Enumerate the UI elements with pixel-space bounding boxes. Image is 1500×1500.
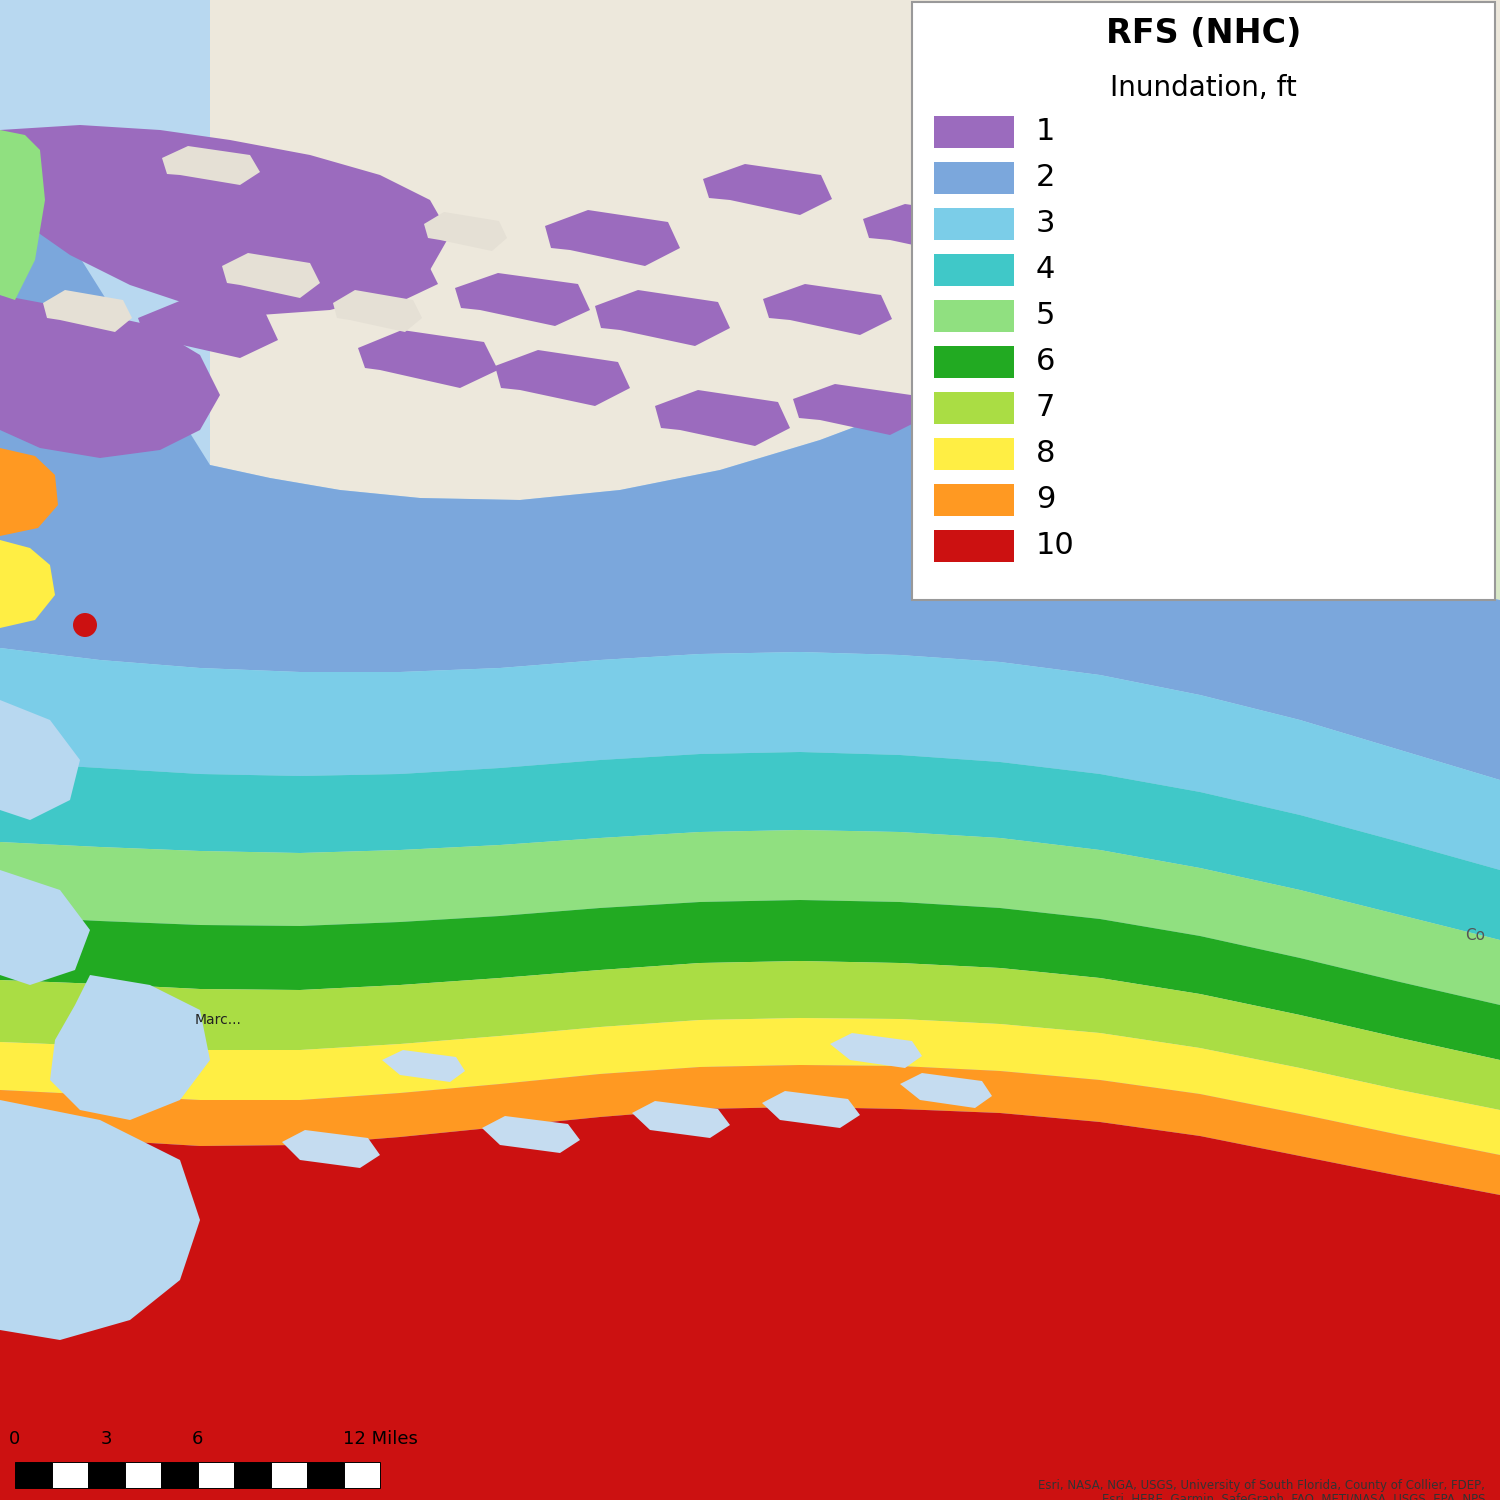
Bar — [934, 392, 1014, 424]
Polygon shape — [358, 330, 498, 388]
Bar — [51, 1462, 88, 1488]
Text: Co: Co — [1466, 927, 1485, 942]
Polygon shape — [704, 164, 833, 214]
Text: 3: 3 — [1036, 210, 1056, 238]
Polygon shape — [0, 124, 450, 315]
Polygon shape — [0, 540, 56, 628]
Bar — [934, 162, 1014, 194]
Bar — [160, 1462, 198, 1488]
Polygon shape — [382, 1050, 465, 1082]
Polygon shape — [0, 648, 1500, 870]
Polygon shape — [0, 1019, 1500, 1155]
Polygon shape — [222, 254, 320, 298]
Polygon shape — [0, 130, 1500, 780]
Polygon shape — [0, 1107, 1500, 1500]
Polygon shape — [862, 204, 992, 255]
Bar — [912, 2, 1496, 600]
Text: Esri, HERE, Garmin, SafeGraph, FAO, METI/NASA, USGS, EPA, NPS: Esri, HERE, Garmin, SafeGraph, FAO, METI… — [1101, 1492, 1485, 1500]
Bar — [308, 1462, 344, 1488]
Text: Esri, NASA, NGA, USGS, University of South Florida, County of Collier, FDEP,: Esri, NASA, NGA, USGS, University of Sou… — [1038, 1479, 1485, 1492]
Polygon shape — [495, 350, 630, 406]
Polygon shape — [544, 210, 680, 266]
Polygon shape — [900, 1072, 992, 1108]
Text: Inundation, ft: Inundation, ft — [1110, 74, 1298, 102]
Polygon shape — [1034, 264, 1162, 315]
Polygon shape — [0, 448, 58, 536]
Polygon shape — [0, 130, 45, 300]
Text: 9: 9 — [1036, 486, 1056, 514]
Polygon shape — [298, 244, 438, 302]
Polygon shape — [75, 354, 210, 407]
Text: 1: 1 — [1036, 117, 1056, 147]
Text: 6: 6 — [192, 1430, 202, 1448]
Bar — [344, 1462, 380, 1488]
Text: 3: 3 — [100, 1430, 112, 1448]
Polygon shape — [596, 290, 730, 346]
Bar — [234, 1462, 270, 1488]
Polygon shape — [0, 962, 1500, 1110]
Polygon shape — [0, 700, 80, 820]
Polygon shape — [1060, 0, 1500, 600]
Bar — [934, 484, 1014, 516]
Bar — [15, 1462, 51, 1488]
Circle shape — [74, 614, 98, 638]
Polygon shape — [656, 390, 790, 445]
Polygon shape — [632, 1101, 730, 1138]
Polygon shape — [44, 290, 132, 332]
Text: 10: 10 — [1036, 531, 1074, 561]
Polygon shape — [454, 273, 590, 326]
Bar — [934, 438, 1014, 470]
Bar — [934, 254, 1014, 286]
Polygon shape — [762, 1090, 859, 1128]
Polygon shape — [0, 830, 1500, 1005]
Bar — [270, 1462, 308, 1488]
Text: 8: 8 — [1036, 440, 1056, 468]
Polygon shape — [138, 300, 278, 358]
Polygon shape — [0, 870, 90, 986]
Polygon shape — [238, 192, 380, 244]
Polygon shape — [982, 414, 1112, 465]
Bar — [934, 530, 1014, 562]
Bar — [88, 1462, 125, 1488]
Polygon shape — [282, 1130, 380, 1168]
Bar — [934, 116, 1014, 148]
Polygon shape — [424, 211, 507, 250]
Text: 12 Miles: 12 Miles — [342, 1430, 417, 1448]
Text: Marc...: Marc... — [195, 1013, 242, 1028]
Text: 7: 7 — [1036, 393, 1056, 423]
Text: 4: 4 — [1036, 255, 1056, 285]
Bar — [934, 346, 1014, 378]
Polygon shape — [86, 162, 220, 210]
Polygon shape — [333, 290, 422, 332]
Polygon shape — [764, 284, 892, 334]
Polygon shape — [0, 296, 220, 458]
Polygon shape — [1060, 300, 1500, 600]
Text: 0: 0 — [9, 1430, 21, 1448]
Polygon shape — [0, 130, 280, 1500]
Polygon shape — [482, 1116, 580, 1154]
Text: 2: 2 — [1036, 164, 1056, 192]
Bar — [198, 1462, 234, 1488]
Bar — [124, 1462, 160, 1488]
Text: RFS (NHC): RFS (NHC) — [1106, 16, 1300, 50]
Polygon shape — [0, 900, 1500, 1060]
Bar — [934, 209, 1014, 240]
Polygon shape — [162, 146, 260, 184]
Polygon shape — [50, 975, 210, 1120]
Polygon shape — [830, 1034, 922, 1068]
Polygon shape — [794, 384, 922, 435]
Polygon shape — [922, 324, 1052, 375]
Text: 5: 5 — [1036, 302, 1056, 330]
Bar — [934, 300, 1014, 332]
Polygon shape — [210, 0, 1060, 500]
Polygon shape — [0, 1065, 1500, 1196]
Polygon shape — [0, 752, 1500, 940]
Text: 6: 6 — [1036, 348, 1056, 376]
Polygon shape — [0, 1100, 200, 1340]
